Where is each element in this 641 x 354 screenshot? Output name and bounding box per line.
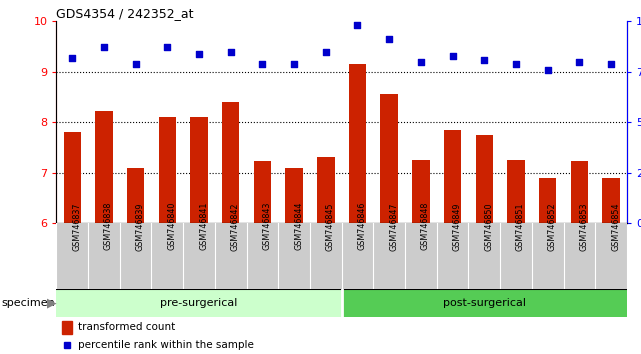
Bar: [507, 160, 525, 223]
Point: [542, 67, 553, 73]
Bar: [412, 160, 429, 223]
Text: GSM746852: GSM746852: [547, 202, 556, 251]
Text: percentile rank within the sample: percentile rank within the sample: [78, 340, 254, 350]
Point: [384, 36, 394, 42]
Point: [257, 61, 267, 67]
Bar: [603, 178, 620, 223]
Bar: [127, 167, 144, 223]
Bar: [254, 161, 271, 223]
Text: GSM746841: GSM746841: [199, 202, 208, 251]
Text: GSM746839: GSM746839: [136, 202, 145, 251]
Point: [131, 61, 141, 67]
Text: GSM746848: GSM746848: [421, 202, 430, 251]
Text: specimen: specimen: [1, 298, 55, 308]
Point: [162, 45, 172, 50]
Point: [194, 51, 204, 56]
Bar: [381, 95, 398, 223]
Point: [479, 57, 490, 62]
Text: GSM746850: GSM746850: [485, 202, 494, 251]
Bar: [349, 64, 366, 223]
Bar: [56, 289, 342, 317]
Text: GSM746842: GSM746842: [231, 202, 240, 251]
Text: GSM746853: GSM746853: [579, 202, 588, 251]
Bar: [570, 161, 588, 223]
Point: [320, 48, 331, 54]
Point: [447, 53, 458, 58]
Bar: [342, 289, 627, 317]
Point: [353, 22, 363, 28]
Point: [226, 48, 236, 54]
Text: GSM746847: GSM746847: [389, 202, 398, 251]
Bar: [285, 167, 303, 223]
Bar: [190, 117, 208, 223]
Text: GSM746845: GSM746845: [326, 202, 335, 251]
Text: GSM746849: GSM746849: [453, 202, 462, 251]
Text: GSM746851: GSM746851: [516, 202, 525, 251]
Text: GSM746837: GSM746837: [72, 202, 81, 251]
Text: GSM746846: GSM746846: [358, 202, 367, 251]
Text: GSM746854: GSM746854: [611, 202, 620, 251]
Bar: [96, 111, 113, 223]
Point: [67, 55, 78, 61]
Text: ▶: ▶: [47, 296, 56, 309]
Text: post-surgerical: post-surgerical: [443, 298, 526, 308]
Text: GSM746844: GSM746844: [294, 202, 303, 251]
Point: [606, 61, 616, 67]
Bar: [444, 130, 462, 223]
Text: GDS4354 / 242352_at: GDS4354 / 242352_at: [56, 7, 194, 20]
Point: [574, 59, 585, 64]
Text: transformed count: transformed count: [78, 322, 176, 332]
Point: [289, 61, 299, 67]
Bar: [476, 135, 493, 223]
Text: GSM746840: GSM746840: [167, 202, 176, 251]
Point: [99, 45, 109, 50]
Text: pre-surgerical: pre-surgerical: [160, 298, 238, 308]
Bar: [222, 102, 240, 223]
Bar: [158, 117, 176, 223]
Bar: [539, 178, 556, 223]
Point: [511, 61, 521, 67]
Bar: [317, 158, 335, 223]
Text: GSM746838: GSM746838: [104, 202, 113, 251]
Bar: [63, 132, 81, 223]
Text: GSM746843: GSM746843: [262, 202, 271, 251]
Bar: [62, 321, 72, 333]
Point: [416, 59, 426, 64]
